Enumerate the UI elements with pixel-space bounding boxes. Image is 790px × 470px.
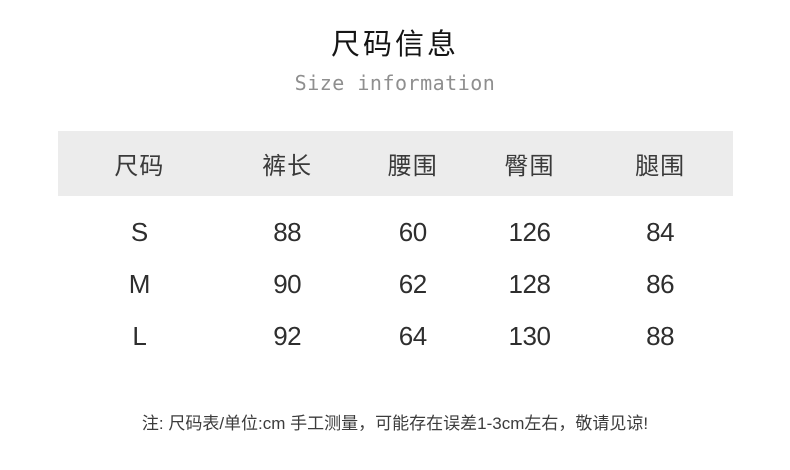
value-cell: 90 — [273, 268, 302, 299]
size-cell: L — [132, 320, 147, 351]
table-header-pants-length: 裤长 — [262, 153, 313, 180]
size-cell: S — [130, 216, 148, 247]
value-cell: 128 — [508, 268, 551, 299]
table-row: S 88 60 126 84 — [58, 206, 733, 258]
size-table: 尺码 裤长 腰围 臀围 腿围 S 88 60 126 84 M 90 62 12… — [58, 131, 733, 362]
value-cell: 92 — [273, 320, 302, 351]
value-cell: 64 — [398, 320, 427, 351]
table-header-row: 尺码 裤长 腰围 臀围 腿围 — [58, 131, 733, 196]
page-subtitle: Size information — [294, 71, 496, 95]
value-cell: 88 — [273, 216, 302, 247]
value-cell: 60 — [398, 216, 427, 247]
table-row: L 92 64 130 88 — [58, 310, 733, 362]
value-cell: 86 — [646, 268, 675, 299]
table-body: S 88 60 126 84 M 90 62 128 86 L 92 64 13… — [58, 196, 733, 362]
page-title: 尺码信息 — [330, 29, 459, 61]
table-header-thigh: 腿围 — [635, 153, 686, 180]
value-cell: 130 — [508, 320, 551, 351]
measurement-note: 注: 尺码表/单位:cm 手工测量，可能存在误差1-3cm左右，敬请见谅! — [141, 414, 649, 433]
table-header-waist: 腰围 — [387, 153, 438, 180]
value-cell: 126 — [508, 216, 551, 247]
value-cell: 84 — [646, 216, 675, 247]
table-header-hip: 臀围 — [504, 153, 555, 180]
value-cell: 62 — [398, 268, 427, 299]
value-cell: 88 — [646, 320, 675, 351]
table-row: M 90 62 128 86 — [58, 258, 733, 310]
size-cell: M — [128, 268, 151, 299]
table-header-size: 尺码 — [114, 153, 165, 180]
